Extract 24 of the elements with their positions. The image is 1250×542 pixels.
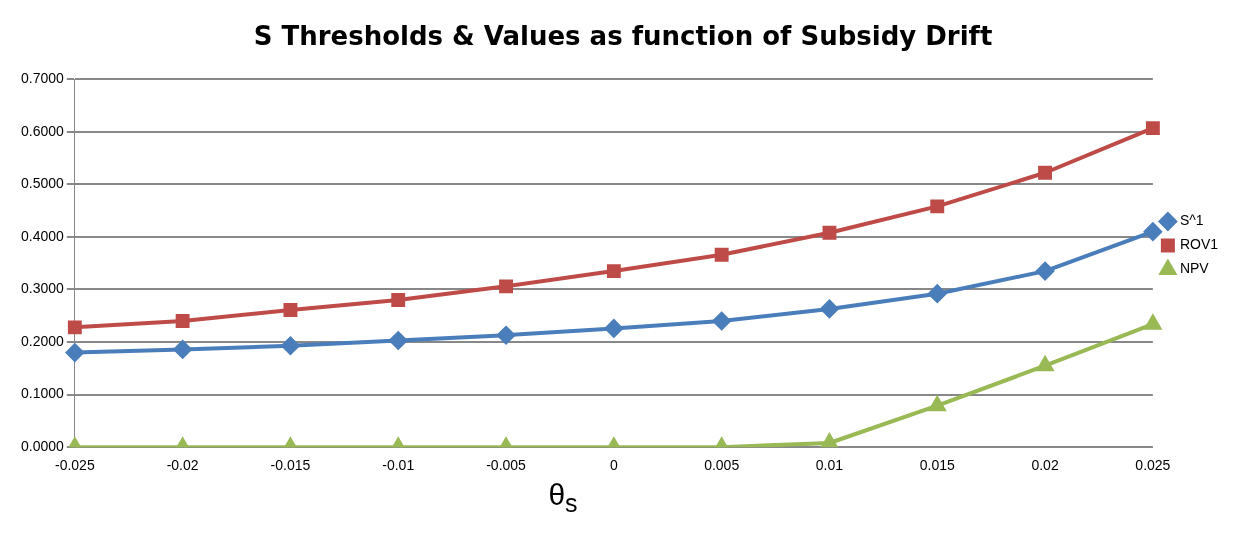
chart-title: S Thresholds & Values as function of Subsidy Drift (253, 21, 993, 52)
x-tick-label: -0.02 (166, 457, 199, 474)
y-tick-label: 0.2000 (20, 332, 65, 349)
x-tick-label: 0.025 (1135, 457, 1171, 474)
x-tick-label: -0.025 (54, 457, 95, 474)
x-tick-label: -0.015 (270, 457, 311, 474)
y-tick-label: 0.5000 (20, 175, 65, 192)
y-tick-label: 0.1000 (20, 385, 65, 402)
x-tick-label: -0.005 (486, 457, 527, 474)
y-tick-label: 0.6000 (20, 122, 65, 139)
x-tick-label: 0.02 (1031, 457, 1059, 474)
x-tick-label: 0.015 (919, 457, 955, 474)
x-tick-label: -0.01 (382, 457, 415, 474)
x-tick-label: 0.005 (704, 457, 740, 474)
legend-label: NPV (1179, 260, 1210, 277)
y-tick-label: 0.0000 (20, 438, 65, 455)
y-tick-label: 0.7000 (20, 70, 65, 87)
legend-label: ROV1 (1179, 236, 1219, 253)
y-tick-label: 0.3000 (20, 280, 65, 297)
y-tick-label: 0.4000 (20, 227, 65, 244)
legend-label: S^1 (1179, 212, 1204, 229)
x-tick-label: 0.01 (815, 457, 844, 474)
x-tick-label: 0 (609, 457, 618, 474)
x-axis-title: θ$_{s}$ (547, 478, 579, 518)
